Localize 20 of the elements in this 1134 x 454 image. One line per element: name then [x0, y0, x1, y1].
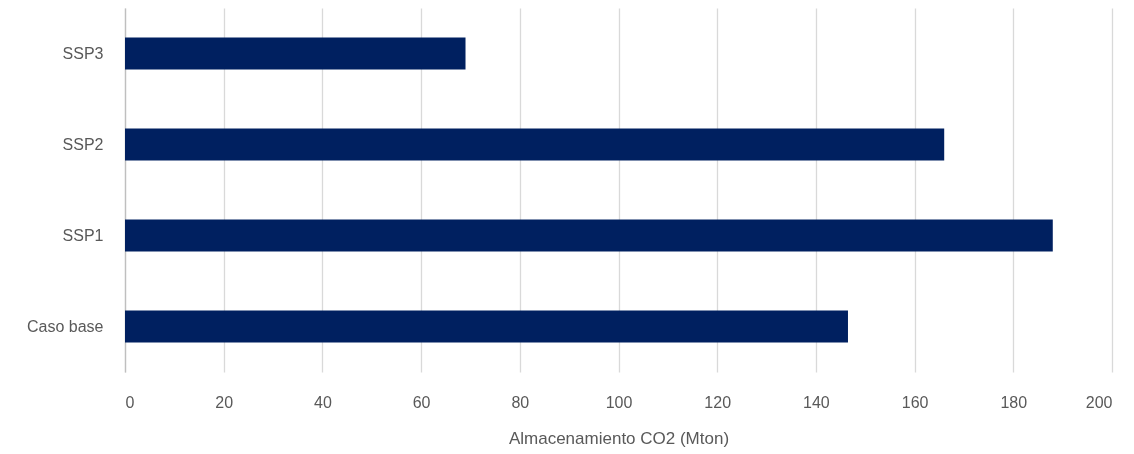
y-tick-label: SSP1	[62, 226, 104, 244]
x-tick-label: 40	[314, 393, 332, 411]
x-axis-title: Almacenamiento CO2 (Mton)	[508, 428, 730, 448]
bar	[125, 219, 1053, 252]
x-tick-label: 0	[125, 393, 135, 411]
bar	[125, 310, 848, 343]
x-tick-label: 140	[803, 393, 830, 411]
x-tick-label: 60	[412, 393, 431, 411]
x-tick-label: 20	[215, 393, 234, 411]
x-tick-label: 120	[704, 393, 732, 411]
x-tick-label: 80	[511, 393, 530, 411]
y-tick-label: Caso base	[27, 317, 104, 335]
bar	[125, 37, 466, 70]
y-tick-label: SSP2	[62, 135, 104, 153]
x-tick-label: 180	[1000, 393, 1028, 411]
bar	[125, 128, 945, 161]
x-tick-label: 200	[1085, 393, 1113, 411]
x-tick-label: 100	[605, 393, 633, 411]
y-tick-label: SSP3	[62, 44, 104, 62]
x-tick-label: 160	[901, 393, 929, 411]
